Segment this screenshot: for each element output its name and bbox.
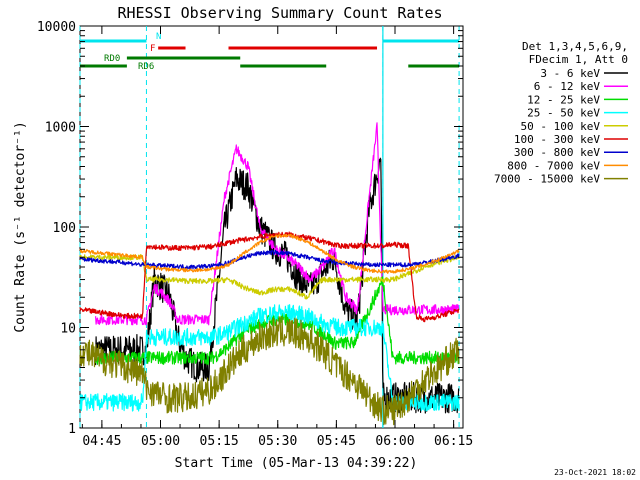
- series-line-1: [95, 122, 460, 326]
- legend-header-line-2: FDecim 1, Att 0: [529, 53, 628, 66]
- x-tick-label-0: 04:45: [82, 434, 121, 449]
- x-tick-label-3: 05:30: [258, 434, 297, 449]
- legend-header-line-1: Det 1,3,4,5,6,9,: [522, 40, 628, 53]
- x-tick-label-4: 05:45: [317, 434, 356, 449]
- series-line-6: [79, 249, 460, 270]
- flag-label-n: N: [156, 32, 161, 42]
- y-tick-label-3: 1000: [45, 121, 76, 136]
- x-tick-label-5: 06:00: [375, 434, 414, 449]
- flag-label-f: F: [150, 44, 155, 54]
- legend-label-3: 25 - 50 keV: [527, 107, 600, 120]
- series-line-7: [79, 233, 460, 274]
- x-axis-label: Start Time (05-Mar-13 04:39:22): [175, 456, 418, 471]
- legend-label-0: 3 - 6 keV: [540, 67, 600, 80]
- x-tick-label-6: 06:15: [434, 434, 473, 449]
- legend-label-4: 50 - 100 keV: [521, 120, 601, 133]
- series-line-4: [79, 254, 460, 300]
- x-tick-label-1: 05:00: [141, 434, 180, 449]
- legend-label-6: 300 - 800 keV: [514, 146, 600, 159]
- y-tick-label-4: 10000: [37, 20, 76, 35]
- status-flags: NF RD0 RD6: [80, 32, 460, 72]
- y-tick-label-2: 100: [53, 221, 76, 236]
- x-tick-label-2: 05:15: [200, 434, 239, 449]
- legend-label-7: 800 - 7000 keV: [507, 159, 600, 172]
- legend-label-8: 7000 - 15000 keV: [494, 173, 600, 186]
- series-line-8: [79, 316, 460, 426]
- series-lines: [79, 122, 460, 426]
- series-line-0: [95, 157, 460, 414]
- footer-date: 23-Oct-2021 18:02: [554, 468, 636, 477]
- legend-label-1: 6 - 12 keV: [534, 80, 601, 93]
- x-axis: 04:45 05:00 05:15 05:30 05:45 06:00 06:15: [81, 26, 473, 449]
- flag-label-rd6: RD6: [138, 62, 154, 72]
- legend-label-2: 12 - 25 keV: [527, 93, 600, 106]
- y-axis: 1 10 100 1000 10000: [37, 20, 463, 437]
- chart-title: RHESSI Observing Summary Count Rates: [117, 4, 442, 22]
- y-tick-label-1: 10: [60, 322, 76, 337]
- flag-label-rd0: RD0: [104, 54, 120, 64]
- legend-label-5: 100 - 300 keV: [514, 133, 600, 146]
- legend: Det 1,3,4,5,6,9, FDecim 1, Att 0 3 - 6 k…: [494, 40, 628, 186]
- y-tick-label-0: 1: [68, 422, 76, 437]
- y-axis-label: Count Rate (s⁻¹ detector⁻¹): [13, 121, 28, 332]
